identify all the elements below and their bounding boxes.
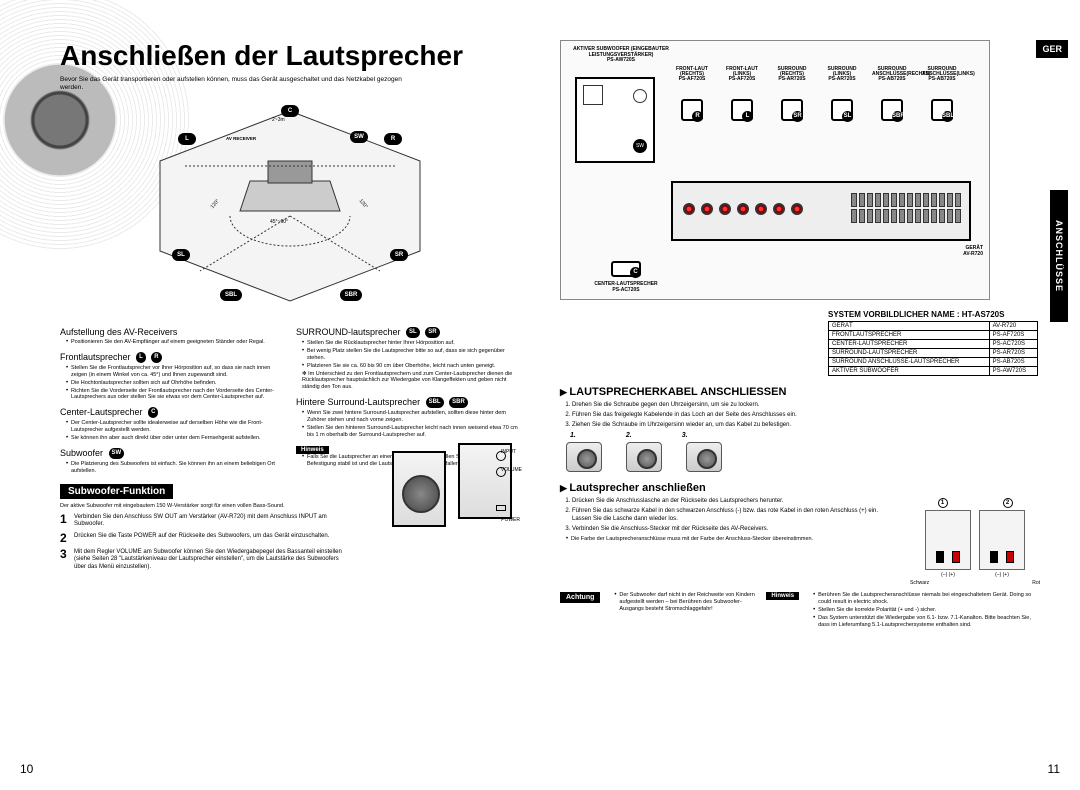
speaker-sr: SR [390,249,408,261]
cable-steps: Drehen Sie die Schraube gegen den Uhrzei… [560,402,1040,429]
angle-label: 45°~60° [270,219,288,225]
hinweis-tag-right: Hinweis [766,592,799,600]
sub-list: Die Platzierung des Subwoofers ist einfa… [60,461,284,475]
intro-text: Bevor Sie das Gerät transportieren oder … [60,76,420,93]
aufstellung-list: Positionieren Sie den AV-Empfänger auf e… [60,339,284,346]
av-receiver-label: AV RECEIVER [226,137,256,142]
speaker-r: R [384,133,402,145]
subwoofer-figure: INPUT VOLUME POWER [392,443,512,531]
system-name: SYSTEM VORBILDLICHER NAME : HT-AS720S [828,310,1040,319]
terminal-figure-1 [925,510,971,570]
center-speaker-box: C [611,261,641,277]
terminal-figure-2 [979,510,1025,570]
speaker-l: L [178,133,196,145]
page-title: Anschließen der Lautsprecher [60,40,520,72]
cable-heading: LAUTSPRECHERKABEL ANSCHLIESSEN [560,386,1040,398]
cable-step-nums: 1.2.3. [570,432,1040,439]
surround-heading: SURROUND-lautsprecher SL SR [296,327,520,338]
knob-figures [566,442,1040,472]
label-schwarz: Schwarz [910,580,929,586]
av-receiver-box [671,181,971,241]
amp-title: AKTIVER SUBWOOFER (EINGEBAUTER LEISTUNGS… [561,47,681,64]
achtung-text: Der Subwoofer darf nicht in der Reichwei… [608,592,758,614]
device-label: GERÄTAV-R720 [933,245,983,257]
subwoofer-lead: Der aktive Subwoofer mit eingebautem 150… [60,503,360,509]
speaker-sw: SW [350,131,368,143]
page-number-right: 11 [1048,762,1060,776]
sw-step-1: Verbinden Sie den Anschluss SW OUT am Ve… [74,512,350,529]
rear-list: Wenn Sie zwei hintere Surround-Lautsprec… [296,410,520,439]
connect-steps: Drücken Sie die Anschlusslasche an der R… [560,498,892,533]
room-layout-diagram: L C R SW SL SR SBL SBR 2~3m 45°~60° 120°… [140,101,440,311]
fig-num-1: 1 [938,498,948,508]
center-heading: Center-Lautsprecher C [60,407,284,418]
page-number-left: 10 [20,762,33,776]
wiring-diagram: AKTIVER SUBWOOFER (EINGEBAUTER LEISTUNGS… [560,40,990,300]
speaker-sl: SL [172,249,190,261]
section-side-tab: ANSCHLÜSSE [1050,190,1068,322]
subwoofer-funktion-title: Subwoofer-Funktion [60,484,173,499]
aufstellung-heading: Aufstellung des AV-Receivers [60,327,284,337]
center-label: CENTER-LAUTSPRECHERPS-AC720S [591,281,661,293]
front-heading: Frontlautsprecher L R [60,352,284,363]
speaker-sbr: SBR [340,289,362,301]
hinweis-text-right: Berühren Sie die Lautsprecheranschlüsse … [807,592,1040,629]
achtung-tag: Achtung [560,592,600,603]
center-list: Der Center-Lautsprecher sollte idealerwe… [60,420,284,442]
speaker-c: C [281,105,299,117]
sw-step-2: Drücken Sie die Taste POWER auf der Rück… [74,531,350,545]
amp-box: SW [575,77,655,163]
language-tag: GER [1036,40,1068,58]
dist-label: 2~3m [272,117,285,123]
model-table: GERÄTAV-R720FRONTLAUTSPRECHERPS-AF720SCE… [828,321,1038,376]
fig-num-2: 2 [1003,498,1013,508]
sub-heading: Subwoofer SW [60,448,284,459]
sw-step-3: Mit dem Regler VOLUME am Subwoofer könne… [74,547,350,572]
front-list: Stellen Sie die Frontlautsprecher vor Ih… [60,365,284,401]
connect-heading: Lautsprecher anschließen [560,482,1040,494]
label-rot: Rot [1032,580,1040,586]
rear-heading: Hintere Surround-Lautsprecher SBL SBR [296,397,520,408]
surround-list: Stellen Sie die Rücklautsprecher hinter … [296,340,520,370]
speaker-sbl: SBL [220,289,242,301]
surround-note: ✻ Im Unterschied zu den Frontlautspreche… [296,371,520,392]
polarity-1: (–) (+) [925,572,971,578]
polarity-2: (–) (+) [979,572,1025,578]
hinweis-tag-left: Hinweis [296,446,329,454]
